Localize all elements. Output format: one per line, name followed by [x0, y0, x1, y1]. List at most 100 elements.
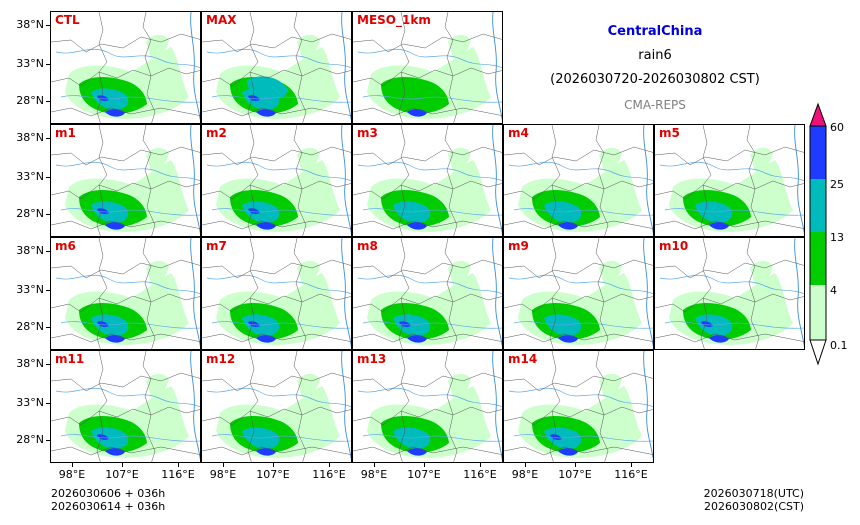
- panel-label: m13: [357, 352, 387, 366]
- province-borders: [202, 125, 351, 236]
- lat-tick-label: 38°N: [16, 244, 44, 257]
- panel-label: m6: [55, 239, 76, 253]
- precip-field: [669, 147, 793, 232]
- lat-tick: [46, 25, 50, 26]
- precip-field: [216, 147, 340, 232]
- colorbar-extend-max: [809, 102, 827, 127]
- precip-field: [65, 147, 189, 232]
- province-borders: [202, 351, 351, 462]
- panel-label: m3: [357, 126, 378, 140]
- province-borders: [202, 12, 351, 123]
- colorbar-label-25: 25: [830, 178, 844, 191]
- lon-tick: [72, 463, 73, 467]
- map-panel: m8: [352, 237, 503, 350]
- lon-tick: [525, 463, 526, 467]
- lon-tick: [424, 463, 425, 467]
- panel-label: MAX: [206, 13, 237, 27]
- lon-tick-label: 98°E: [209, 468, 237, 481]
- colorbar-seg-1: [810, 285, 826, 340]
- province-borders: [353, 125, 502, 236]
- lat-tick: [46, 214, 50, 215]
- lon-tick-label: 98°E: [360, 468, 388, 481]
- lat-tick: [46, 440, 50, 441]
- colorbar-seg-4: [810, 126, 826, 179]
- province-borders: [51, 125, 200, 236]
- lat-tick-label: 28°N: [16, 320, 44, 333]
- init-time-cst: 2026030614 + 036h: [51, 500, 166, 513]
- lon-tick-label: 116°E: [161, 468, 195, 481]
- lat-tick: [46, 403, 50, 404]
- lon-tick: [122, 463, 123, 467]
- lat-tick: [46, 138, 50, 139]
- precip-field: [367, 147, 491, 232]
- panel-label: m11: [55, 352, 85, 366]
- colorbar-seg-2: [810, 232, 826, 285]
- colorbar-label-4: 4: [830, 284, 837, 297]
- map-panel: m12: [201, 350, 352, 463]
- lat-tick-label: 33°N: [16, 283, 44, 296]
- lat-tick: [46, 364, 50, 365]
- map-panel: m4: [503, 124, 654, 237]
- panel-label: m8: [357, 239, 378, 253]
- system-title: CMA-REPS: [624, 98, 686, 112]
- lon-tick-label: 98°E: [58, 468, 86, 481]
- lon-tick-label: 116°E: [463, 468, 497, 481]
- lon-tick: [631, 463, 632, 467]
- precip-field: [65, 260, 189, 345]
- lat-tick: [46, 327, 50, 328]
- region-title: CentralChina: [607, 24, 703, 39]
- lat-tick: [46, 177, 50, 178]
- lat-tick-label: 33°N: [16, 170, 44, 183]
- province-borders: [51, 351, 200, 462]
- lon-tick: [223, 463, 224, 467]
- precip-field: [367, 373, 491, 458]
- map-panel: m1: [50, 124, 201, 237]
- panel-label: m12: [206, 352, 236, 366]
- lon-tick: [480, 463, 481, 467]
- province-borders: [504, 238, 653, 349]
- colorbar-extend-min: [809, 339, 827, 366]
- province-borders: [655, 238, 804, 349]
- lat-tick: [46, 64, 50, 65]
- map-panel: m3: [352, 124, 503, 237]
- lat-tick: [46, 290, 50, 291]
- panel-label: m7: [206, 239, 227, 253]
- lon-tick: [329, 463, 330, 467]
- province-borders: [51, 12, 200, 123]
- province-borders: [202, 238, 351, 349]
- lon-tick-label: 107°E: [558, 468, 592, 481]
- lat-tick-label: 28°N: [16, 94, 44, 107]
- period-title: (2026030720-2026030802 CST): [550, 72, 760, 87]
- province-borders: [353, 238, 502, 349]
- variable-title: rain6: [638, 48, 672, 63]
- province-borders: [504, 125, 653, 236]
- colorbar-label-13: 13: [830, 231, 844, 244]
- colorbar-label-0-1: 0.1: [830, 339, 848, 352]
- lon-tick-label: 107°E: [256, 468, 290, 481]
- lat-tick-label: 33°N: [16, 57, 44, 70]
- panel-label: m2: [206, 126, 227, 140]
- province-borders: [655, 125, 804, 236]
- province-borders: [504, 351, 653, 462]
- precip-field: [518, 147, 642, 232]
- map-panel: MESO_1km: [352, 11, 503, 124]
- precip-field: [367, 260, 491, 345]
- valid-time-cst: 2026030802(CST): [704, 500, 804, 513]
- province-borders: [51, 238, 200, 349]
- lat-tick: [46, 251, 50, 252]
- lat-tick-label: 33°N: [16, 396, 44, 409]
- colorbar-label-60: 60: [830, 121, 844, 134]
- lon-tick: [575, 463, 576, 467]
- panel-label: m1: [55, 126, 76, 140]
- lat-tick-label: 38°N: [16, 131, 44, 144]
- precip-field: [216, 34, 340, 119]
- lon-tick: [178, 463, 179, 467]
- valid-time-utc: 2026030718(UTC): [703, 487, 804, 500]
- precip-field: [518, 260, 642, 345]
- lon-tick-label: 107°E: [105, 468, 139, 481]
- panel-label: CTL: [55, 13, 80, 27]
- lat-tick-label: 38°N: [16, 357, 44, 370]
- panel-label: m10: [659, 239, 689, 253]
- lat-tick-label: 28°N: [16, 433, 44, 446]
- province-borders: [353, 12, 502, 123]
